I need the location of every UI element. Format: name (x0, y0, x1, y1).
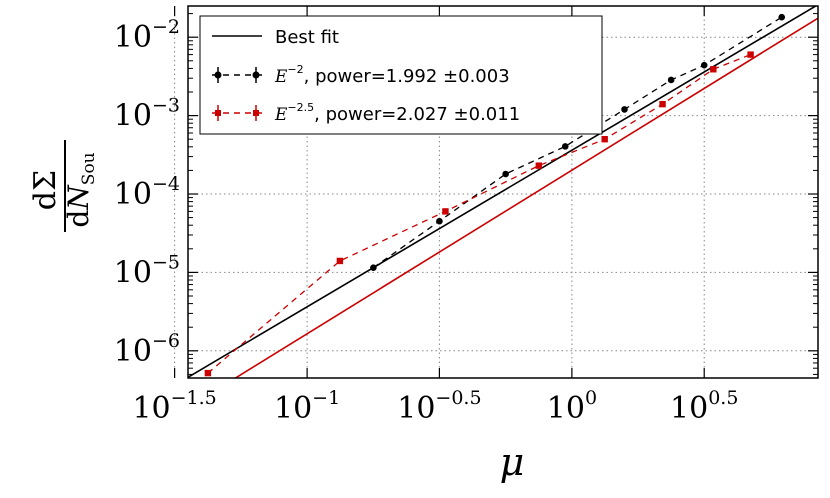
x-tick-label: 10−0.5 (397, 387, 481, 426)
data-point (601, 136, 608, 143)
legend-box (199, 15, 603, 135)
legend-label-e2: E−2, power=1.992 ±0.003 (274, 63, 510, 87)
data-point (442, 208, 449, 215)
data-point (204, 369, 212, 377)
y-tick-label: 10−6 (114, 330, 180, 369)
ticks (174, 6, 818, 378)
legend: Best fit E−2, power=1.992 ±0.003 E−2.5, … (199, 15, 603, 135)
y-axis-label-denominator: dNSou (62, 152, 99, 227)
legend-label-e25: E−2.5, power=2.027 ±0.011 (274, 101, 520, 125)
data-point (502, 170, 509, 178)
fit-line-2 (233, 17, 818, 378)
y-axis-label: dΣ dNSou (28, 140, 99, 232)
y-tick-label: 10−3 (114, 95, 180, 134)
data-point (710, 66, 717, 73)
x-tick-label: 10−1.5 (132, 387, 216, 426)
tick-labels: 10−1.5 10−1 10−0.5 100 100.5 10−6 10−5 10−4 10−3… (114, 16, 739, 426)
data-point (535, 162, 543, 169)
x-tick-label: 100 (547, 387, 597, 426)
x-tick-label: 10−1 (274, 387, 340, 426)
legend-entry-e25: E−2.5, power=2.027 ±0.011 (212, 101, 520, 125)
data-point (700, 61, 708, 69)
y-axis-label-numerator: dΣ (28, 170, 63, 210)
data-point (667, 76, 675, 84)
x-axis-label: μ (500, 440, 525, 484)
data-point (370, 264, 377, 271)
series-layer (188, 6, 818, 378)
legend-entry-e2: E−2, power=1.992 ±0.003 (212, 63, 510, 87)
data-point (659, 100, 666, 108)
x-tick-label: 100.5 (670, 387, 738, 426)
data-point (778, 13, 786, 21)
data-point (621, 106, 628, 113)
legend-entry-best-fit: Best fit (212, 27, 339, 48)
data-point (436, 217, 443, 225)
data-point (336, 257, 344, 265)
data-point (561, 143, 569, 150)
y-tick-label: 10−4 (114, 173, 180, 212)
plot-frame (187, 5, 819, 379)
legend-label-best-fit: Best fit (275, 27, 339, 48)
data-point (747, 51, 754, 58)
y-tick-label: 10−2 (114, 16, 180, 55)
y-tick-label: 10−5 (114, 251, 180, 290)
series-line-3 (207, 53, 751, 374)
